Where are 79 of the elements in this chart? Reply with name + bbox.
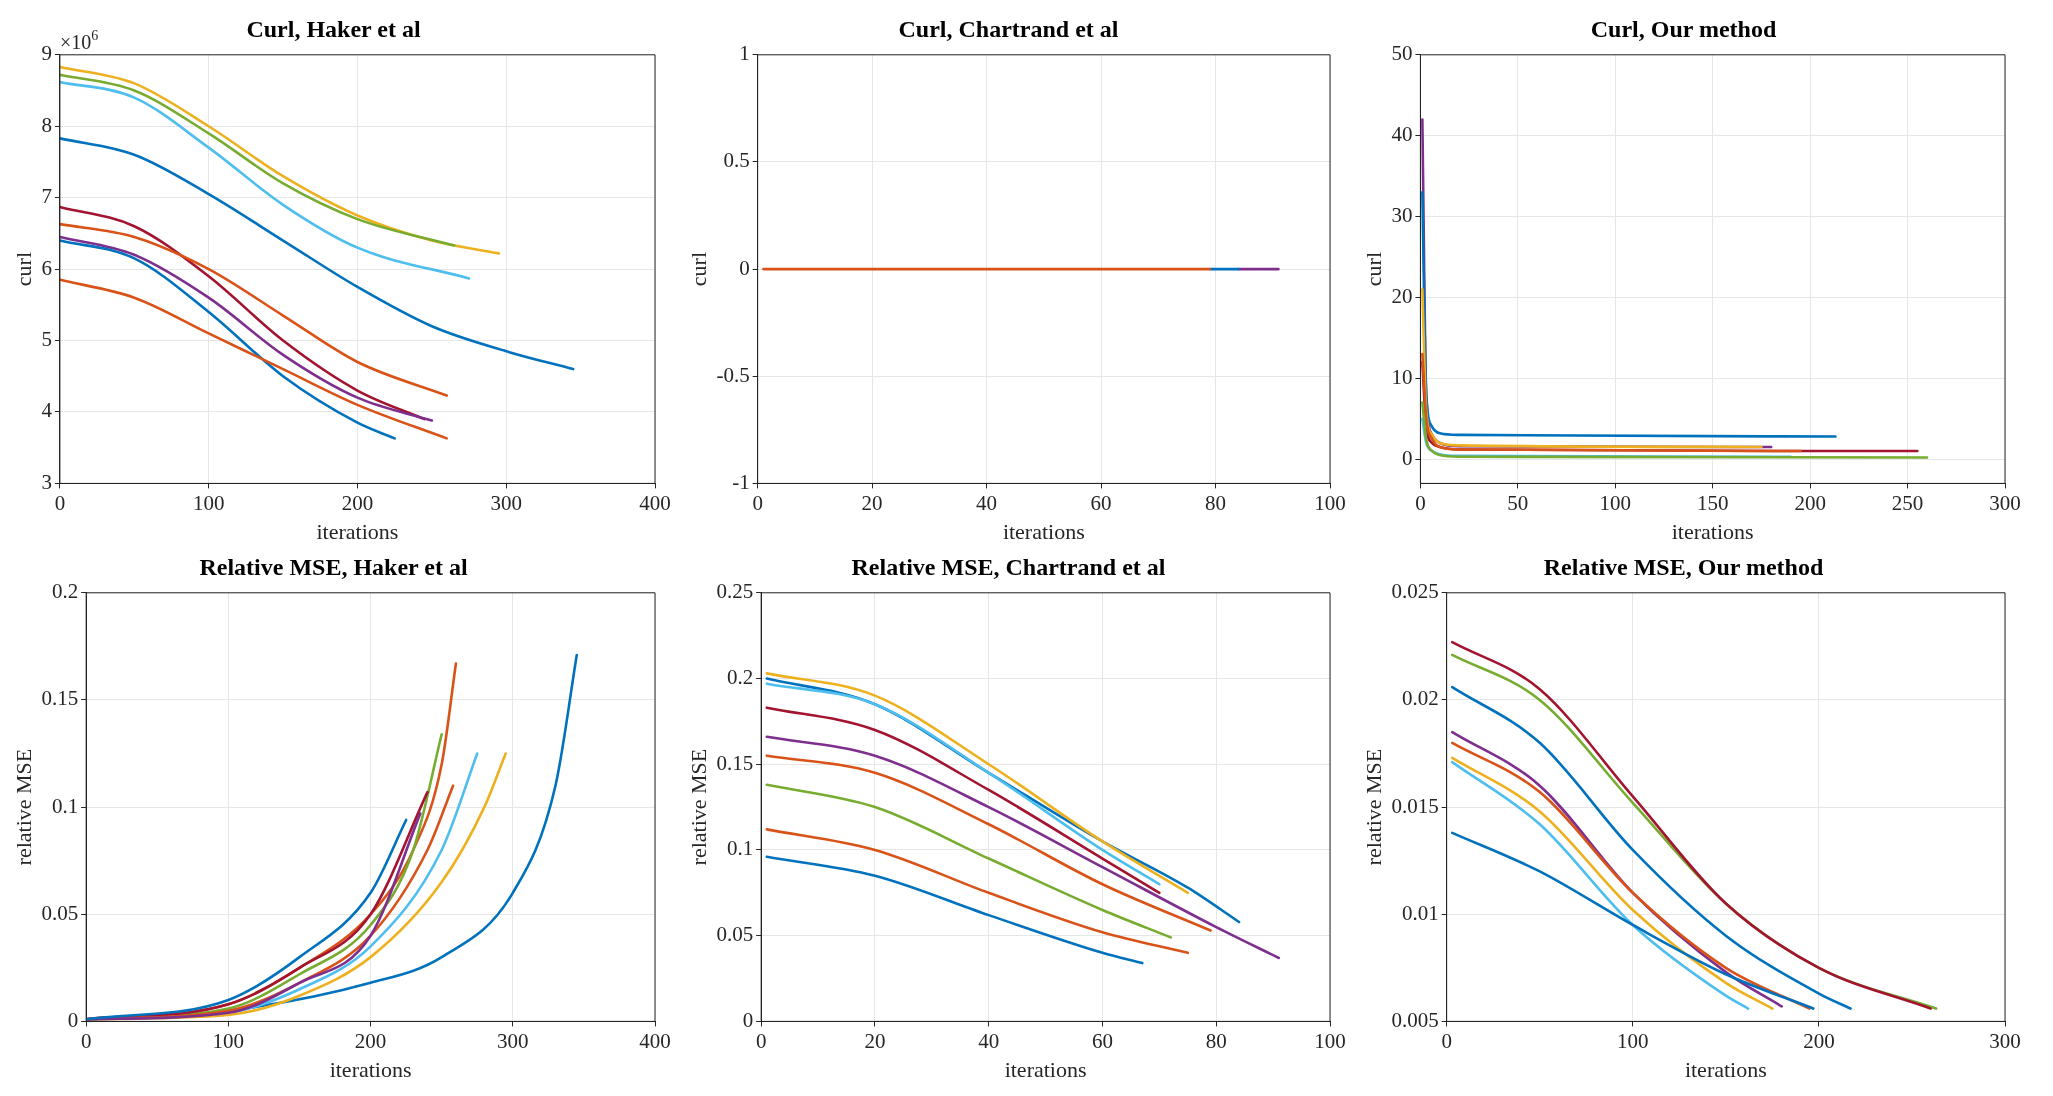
x-tick-label: 300 [497, 1028, 529, 1053]
x-tick-label: 200 [1794, 490, 1826, 515]
y-tick-label: 0.05 [41, 900, 79, 925]
x-axis-title: iterations [1671, 518, 1754, 544]
y-tick-label: 40 [1391, 122, 1413, 147]
y-tick-label: 10 [1391, 364, 1413, 389]
x-axis-title: iterations [1004, 1056, 1087, 1082]
y-tick-label: 0.2 [726, 665, 754, 690]
y-axis-title: curl [10, 252, 36, 287]
y-tick-label: 0 [1401, 445, 1413, 470]
x-tick-label: 300 [1989, 490, 2021, 515]
chart-title: Curl, Haker et al [246, 15, 421, 42]
y-axis-title: curl [685, 252, 711, 287]
x-tick-label: 40 [976, 490, 998, 515]
y-tick-label: 0.5 [723, 148, 750, 173]
y-tick-label: 0.1 [51, 793, 79, 818]
x-tick-label: 100 [1314, 1028, 1346, 1053]
y-tick-label: 0 [67, 1007, 79, 1032]
x-tick-label: 200 [341, 490, 374, 515]
x-tick-label: 60 [1091, 1028, 1113, 1053]
x-tick-label: 300 [1989, 1028, 2021, 1053]
y-tick-label: 0 [742, 1007, 754, 1032]
x-tick-label: 80 [1205, 1028, 1227, 1053]
y-tick-label: 0.25 [716, 579, 754, 604]
chart-title: Relative MSE, Our method [1543, 553, 1824, 580]
x-axis-title: iterations [1002, 518, 1085, 544]
y-axis-title: relative MSE [1360, 748, 1386, 866]
x-tick-label: 400 [639, 1028, 671, 1053]
x-axis-title: iterations [316, 518, 399, 544]
y-tick-label: 4 [41, 398, 53, 423]
x-tick-label: 100 [1599, 490, 1632, 515]
chart-title: Curl, Chartrand et al [898, 15, 1119, 42]
y-tick-label: 20 [1391, 283, 1413, 308]
x-tick-label: 20 [861, 490, 883, 515]
x-tick-label: 60 [1090, 490, 1112, 515]
y-axis-title: relative MSE [10, 748, 36, 866]
y-tick-label: 3 [41, 469, 52, 494]
y-tick-label: 50 [1391, 41, 1413, 66]
x-tick-label: 200 [354, 1028, 387, 1053]
x-tick-label: 150 [1696, 490, 1729, 515]
x-tick-label: 100 [192, 490, 225, 515]
y-tick-label: 30 [1391, 203, 1413, 228]
y-tick-label: 0.05 [716, 922, 754, 947]
x-tick-label: 250 [1891, 490, 1924, 515]
y-tick-label: 0.025 [1391, 579, 1439, 604]
x-tick-label: 100 [1314, 490, 1346, 515]
y-tick-label: 0.015 [1391, 793, 1439, 818]
y-tick-label: 9 [41, 41, 52, 66]
y-tick-label: 1 [739, 41, 750, 66]
x-tick-label: 200 [1803, 1028, 1835, 1053]
chart-title: Relative MSE, Chartrand et al [851, 553, 1166, 580]
y-tick-label: 7 [41, 184, 52, 209]
x-axis-title: iterations [1684, 1056, 1767, 1082]
y-tick-label: 0.15 [41, 686, 79, 711]
y-tick-label: -1 [732, 469, 750, 494]
y-tick-label: 0 [739, 255, 750, 280]
y-tick-label: 0.2 [51, 579, 79, 604]
x-tick-label: 20 [864, 1028, 886, 1053]
y-tick-label: 0.02 [1401, 686, 1439, 711]
y-tick-label: 0.005 [1391, 1007, 1439, 1032]
y-tick-label: 0.01 [1401, 900, 1439, 925]
x-tick-label: 80 [1205, 490, 1227, 515]
y-tick-label: 0.15 [716, 750, 754, 775]
y-tick-label: 8 [41, 112, 52, 137]
x-tick-label: 400 [639, 490, 671, 515]
y-tick-label: -0.5 [716, 362, 750, 387]
chart-title: Relative MSE, Haker et al [199, 553, 468, 580]
chart-title: Curl, Our method [1590, 15, 1777, 42]
x-tick-label: 100 [212, 1028, 245, 1053]
y-tick-label: 6 [41, 255, 52, 280]
x-tick-label: 300 [490, 490, 522, 515]
y-tick-label: 5 [41, 327, 52, 352]
x-tick-label: 40 [978, 1028, 1000, 1053]
x-tick-label: 50 [1507, 490, 1529, 515]
x-axis-title: iterations [329, 1056, 412, 1082]
y-tick-label: 0.1 [726, 836, 754, 861]
y-axis-title: curl [1360, 252, 1386, 287]
y-axis-title: relative MSE [685, 748, 711, 866]
x-tick-label: 100 [1617, 1028, 1649, 1053]
